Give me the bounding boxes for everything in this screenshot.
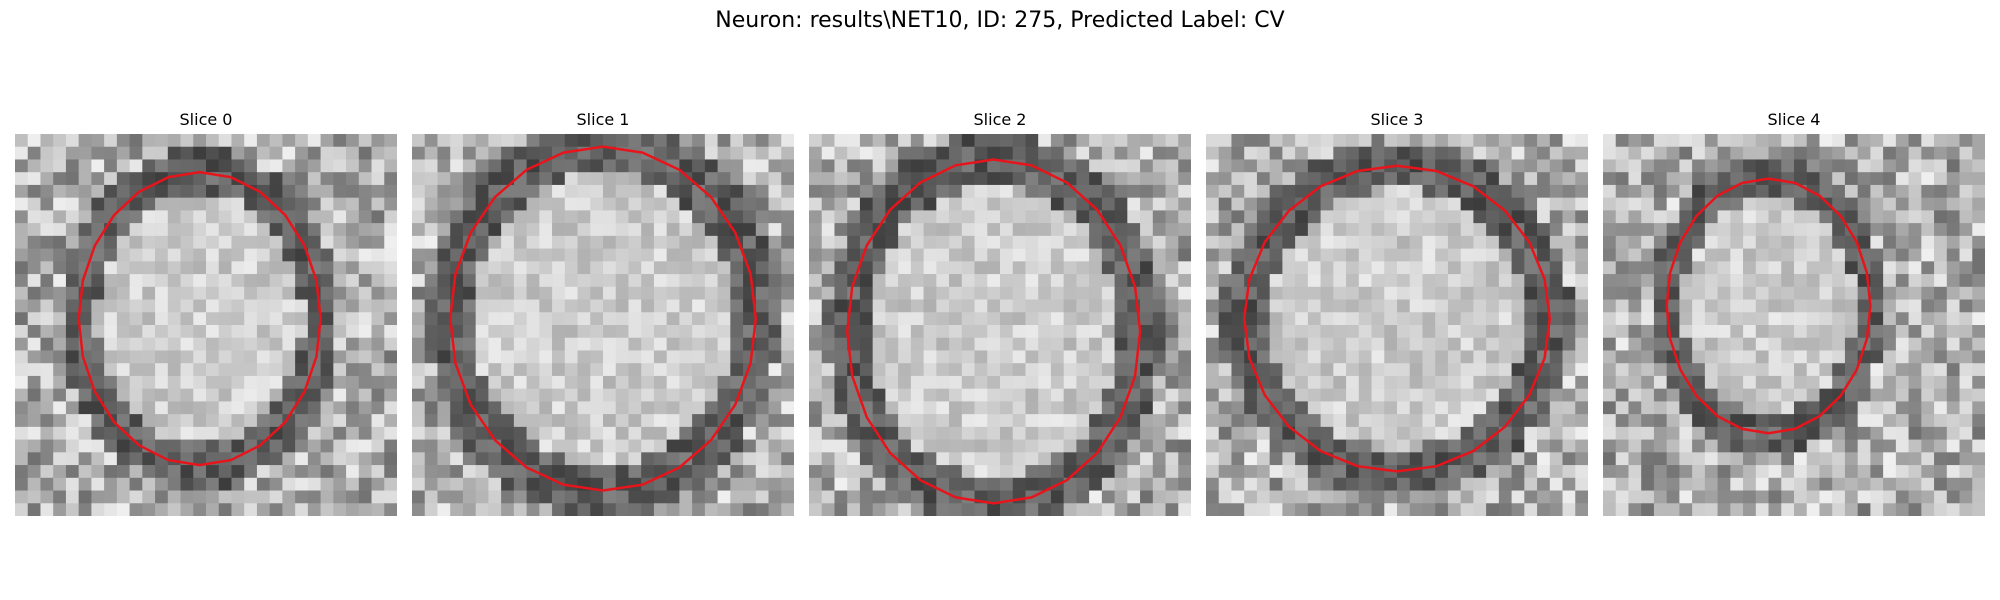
slice-title: Slice 0 (179, 110, 233, 129)
pixel-texture (809, 134, 1191, 516)
segmentation-contour (1665, 177, 1872, 435)
slice-image (15, 134, 397, 516)
slice-title: Slice 4 (1767, 110, 1821, 129)
pixel-texture (15, 134, 397, 516)
slice-image (809, 134, 1191, 516)
slice-title: Slice 2 (973, 110, 1027, 129)
slice-title: Slice 3 (1370, 110, 1424, 129)
figure-title: Neuron: results\NET10, ID: 275, Predicte… (715, 8, 1285, 33)
segmentation-contour (845, 158, 1142, 505)
slice-image (1603, 134, 1985, 516)
pixel-texture (412, 134, 794, 516)
slice-image (412, 134, 794, 516)
segmentation-contour (77, 170, 322, 467)
segmentation-contour (1242, 164, 1552, 473)
slice-image (1206, 134, 1588, 516)
slice-title: Slice 1 (576, 110, 630, 129)
segmentation-contour (448, 145, 758, 492)
pixel-texture (1603, 134, 1985, 516)
pixel-texture (1206, 134, 1588, 516)
